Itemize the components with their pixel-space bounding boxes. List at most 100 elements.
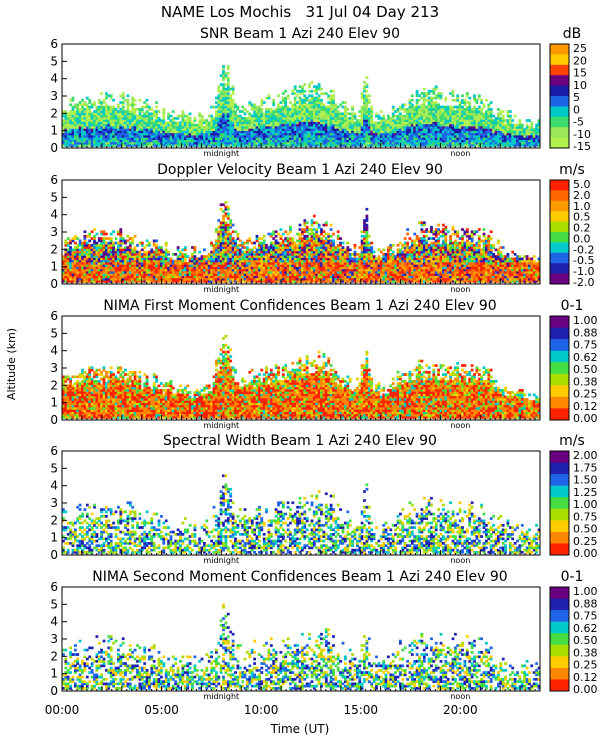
heatmap-cell <box>207 135 211 138</box>
heatmap-cell <box>143 255 147 258</box>
heatmap-cell <box>215 101 218 104</box>
heatmap-cell <box>473 121 476 125</box>
heatmap-cell <box>449 135 452 138</box>
heatmap-cell <box>219 83 223 86</box>
heatmap-cell <box>430 123 433 127</box>
heatmap-cell <box>473 108 476 111</box>
heatmap-cell <box>332 126 335 129</box>
heatmap-cell <box>465 144 469 147</box>
heatmap-cell <box>274 126 278 129</box>
heatmap-cell <box>203 119 206 122</box>
heatmap-cell <box>179 139 182 143</box>
heatmap-cell <box>415 121 419 125</box>
heatmap-cell <box>150 135 154 138</box>
heatmap-cell <box>219 241 223 245</box>
heatmap-cell <box>274 141 278 145</box>
heatmap-cell <box>83 273 87 276</box>
heatmap-cell <box>217 108 221 111</box>
heatmap-cell <box>260 103 264 107</box>
heatmap-cell <box>83 126 87 129</box>
heatmap-cell <box>365 126 369 129</box>
heatmap-cell <box>150 144 154 147</box>
heatmap-cell <box>258 119 261 122</box>
heatmap-cell <box>186 114 190 118</box>
heatmap-cell <box>126 101 130 104</box>
heatmap-cell <box>100 110 103 113</box>
heatmap-cell <box>301 89 304 93</box>
heatmap-cell <box>437 119 440 122</box>
heatmap-cell <box>315 121 319 125</box>
heatmap-cell <box>191 280 194 283</box>
heatmap-cell <box>413 130 417 134</box>
heatmap-cell <box>487 121 491 125</box>
heatmap-cell <box>284 103 288 107</box>
heatmap-cell <box>425 128 429 131</box>
heatmap-cell <box>124 250 127 254</box>
heatmap-cell <box>212 268 216 272</box>
heatmap-cell <box>298 98 302 102</box>
heatmap-cell <box>329 132 333 136</box>
y-tick-label: 2 <box>50 106 58 120</box>
heatmap-cell <box>145 257 149 261</box>
heatmap-cell <box>394 141 397 145</box>
heatmap-cell <box>143 277 147 281</box>
colorbar-swatch <box>550 127 569 139</box>
heatmap-cell <box>183 123 187 127</box>
heatmap-cell <box>181 112 185 116</box>
heatmap-cell <box>174 135 178 138</box>
heatmap-cell <box>217 126 221 129</box>
heatmap-cell <box>367 119 371 122</box>
heatmap-cell <box>408 105 412 109</box>
heatmap-cell <box>215 259 218 263</box>
heatmap-cell <box>303 126 307 129</box>
heatmap-cell <box>454 123 457 127</box>
heatmap-cell <box>410 94 414 98</box>
heatmap-cell <box>513 135 517 138</box>
heatmap-cell <box>188 266 192 270</box>
heatmap-cell <box>88 239 92 243</box>
heatmap-cell <box>511 144 515 147</box>
heatmap-cell <box>415 135 419 138</box>
heatmap-cell <box>413 137 417 140</box>
heatmap-cell <box>312 101 316 104</box>
heatmap-cell <box>183 130 187 134</box>
heatmap-cell <box>64 259 68 263</box>
colorbar-units: m/s <box>559 162 585 178</box>
heatmap-cell <box>138 280 142 283</box>
heatmap-cell <box>114 126 118 129</box>
heatmap-cell <box>107 262 111 265</box>
heatmap-cell <box>465 139 469 143</box>
heatmap-cell <box>90 105 94 109</box>
heatmap-cell <box>489 144 493 147</box>
heatmap-cell <box>121 123 125 127</box>
heatmap-cell <box>148 264 151 267</box>
heatmap-cell <box>470 112 474 116</box>
heatmap-cell <box>219 112 223 116</box>
heatmap-cell <box>487 123 491 127</box>
heatmap-cell <box>90 139 94 143</box>
heatmap-cell <box>332 144 335 147</box>
heatmap-cell <box>444 130 448 134</box>
heatmap-cell <box>351 132 354 136</box>
heatmap-cell <box>224 257 228 261</box>
heatmap-cell <box>167 123 170 127</box>
heatmap-cell <box>497 123 500 127</box>
heatmap-cell <box>222 117 225 120</box>
heatmap-cell <box>114 110 118 113</box>
heatmap-cell <box>143 126 147 129</box>
heatmap-cell <box>171 141 175 145</box>
heatmap-cell <box>74 126 77 129</box>
heatmap-cell <box>497 132 500 136</box>
heatmap-cell <box>248 114 252 118</box>
heatmap-cell <box>289 108 292 111</box>
heatmap-cell <box>432 87 436 91</box>
heatmap-cell <box>363 135 366 138</box>
heatmap-cell <box>143 271 147 274</box>
heatmap-cell <box>138 264 142 267</box>
heatmap-cell <box>391 112 395 116</box>
heatmap-cell <box>284 89 288 93</box>
heatmap-cell <box>332 137 335 140</box>
heatmap-cell <box>365 85 369 89</box>
heatmap-cell <box>310 119 314 122</box>
heatmap-cell <box>107 277 111 281</box>
